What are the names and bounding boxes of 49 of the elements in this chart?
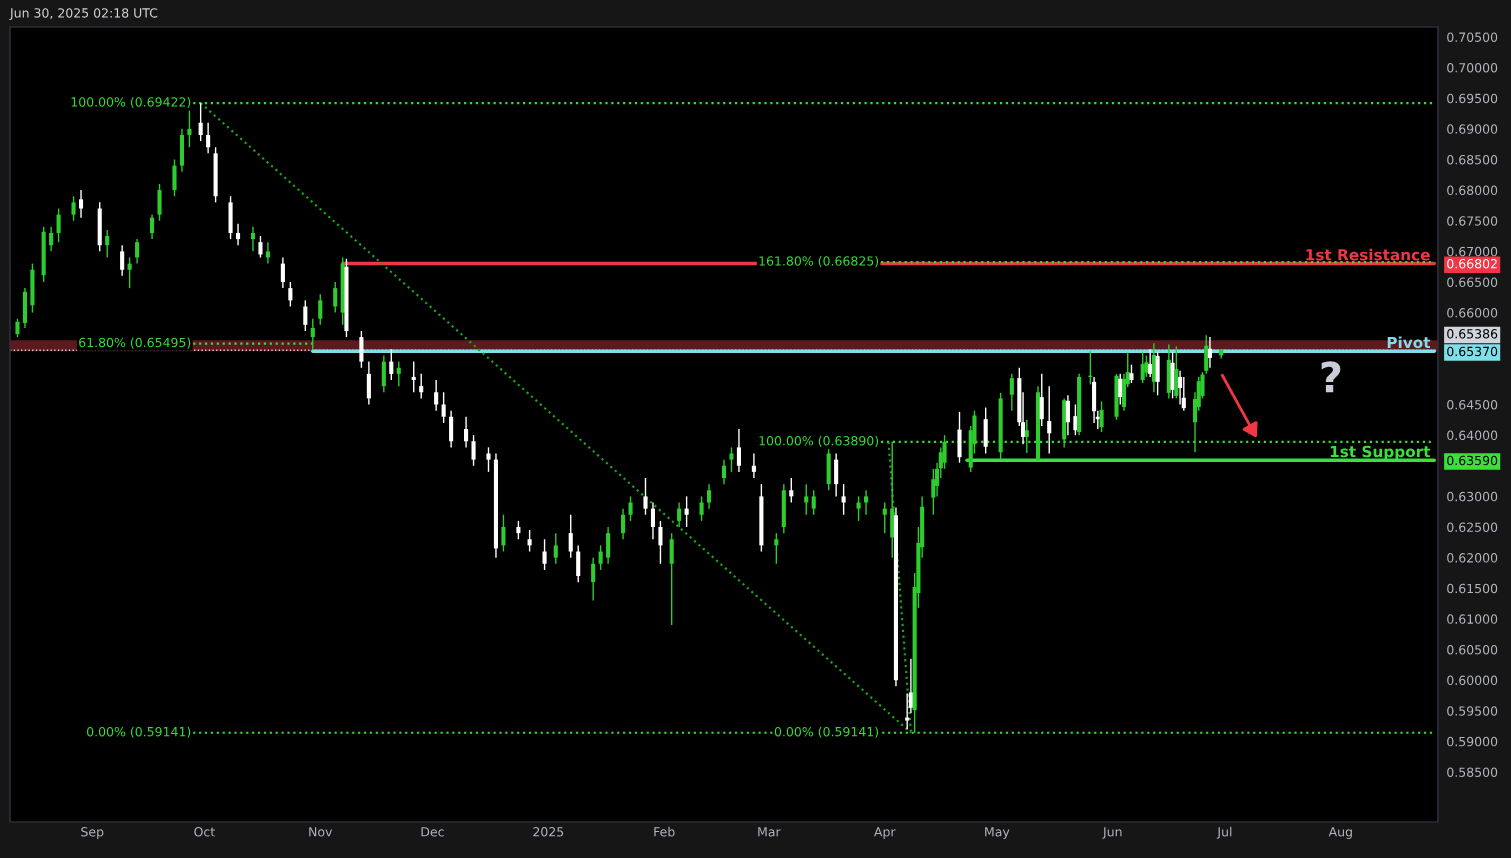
y-tick-label: 0.61500: [1447, 583, 1498, 594]
y-tick-label: 0.69000: [1447, 124, 1498, 134]
y-tick-label: 0.64000: [1447, 430, 1498, 441]
annotation: 100.00% (0.63890): [759, 435, 879, 447]
y-tick-label: 0.66500: [1447, 277, 1498, 287]
x-tick-label: Feb: [654, 826, 675, 837]
y-tick-label: 0.67500: [1447, 216, 1498, 226]
y-tick-label: 0.60500: [1447, 644, 1498, 655]
legend-label: 1st Support: [1330, 445, 1431, 461]
x-tick-label: Nov: [309, 827, 333, 837]
y-tick-label: 0.67000: [1447, 246, 1498, 257]
y-tick-label: 0.63590: [1447, 455, 1498, 466]
chart-title: Jun 30, 2025 02:18 UTC: [9, 8, 158, 20]
y-tick-label: 0.59500: [1447, 706, 1498, 716]
y-tick-label: 0.68000: [1447, 185, 1498, 196]
annotation: 161.80% (0.66825): [759, 256, 879, 268]
x-tick-label: Apr: [874, 827, 896, 839]
y-tick-label: 0.59000: [1447, 736, 1498, 747]
x-tick-label: Dec: [421, 827, 444, 837]
y-tick-label: 0.60000: [1447, 675, 1498, 686]
y-tick-label: 0.65370: [1447, 346, 1498, 357]
y-tick-label: 0.70500: [1447, 32, 1498, 42]
y-tick-label: 0.61000: [1447, 614, 1498, 624]
y-tick-label: 0.70000: [1447, 63, 1498, 73]
y-tick-label: 0.66000: [1447, 308, 1498, 318]
y-tick-label: 0.62000: [1447, 553, 1498, 563]
x-tick-label: Mar: [758, 827, 781, 837]
y-tick-label: 0.64500: [1447, 399, 1498, 410]
x-tick-label: Sep: [81, 827, 104, 839]
annotation: 0.00% (0.59141): [87, 726, 191, 738]
annotation: 0.00% (0.59141): [774, 726, 879, 738]
y-tick-label: 0.62500: [1447, 522, 1498, 532]
legend-label: 1st Resistance: [1306, 248, 1430, 261]
x-tick-label: May: [985, 827, 1010, 839]
annotation: ?: [1321, 361, 1341, 393]
x-tick-label: Jun: [1102, 827, 1122, 839]
annotation: 100.00% (0.69422): [71, 96, 191, 109]
y-tick-label: 0.69500: [1447, 93, 1498, 104]
y-tick-label: 0.66802: [1447, 258, 1497, 269]
x-tick-label: 2025: [533, 827, 564, 837]
y-tick-label: 0.63000: [1447, 491, 1498, 502]
x-tick-label: Oct: [194, 827, 215, 837]
x-tick-label: Aug: [1328, 827, 1352, 839]
y-tick-label: 0.58500: [1447, 767, 1498, 777]
x-tick-label: Jul: [1216, 826, 1232, 839]
text: 0.65386: [1447, 329, 1498, 339]
y-tick-label: 0.68500: [1447, 154, 1498, 165]
legend-label: Pivot: [1387, 336, 1431, 349]
annotation: 61.80% (0.65495): [79, 337, 191, 349]
